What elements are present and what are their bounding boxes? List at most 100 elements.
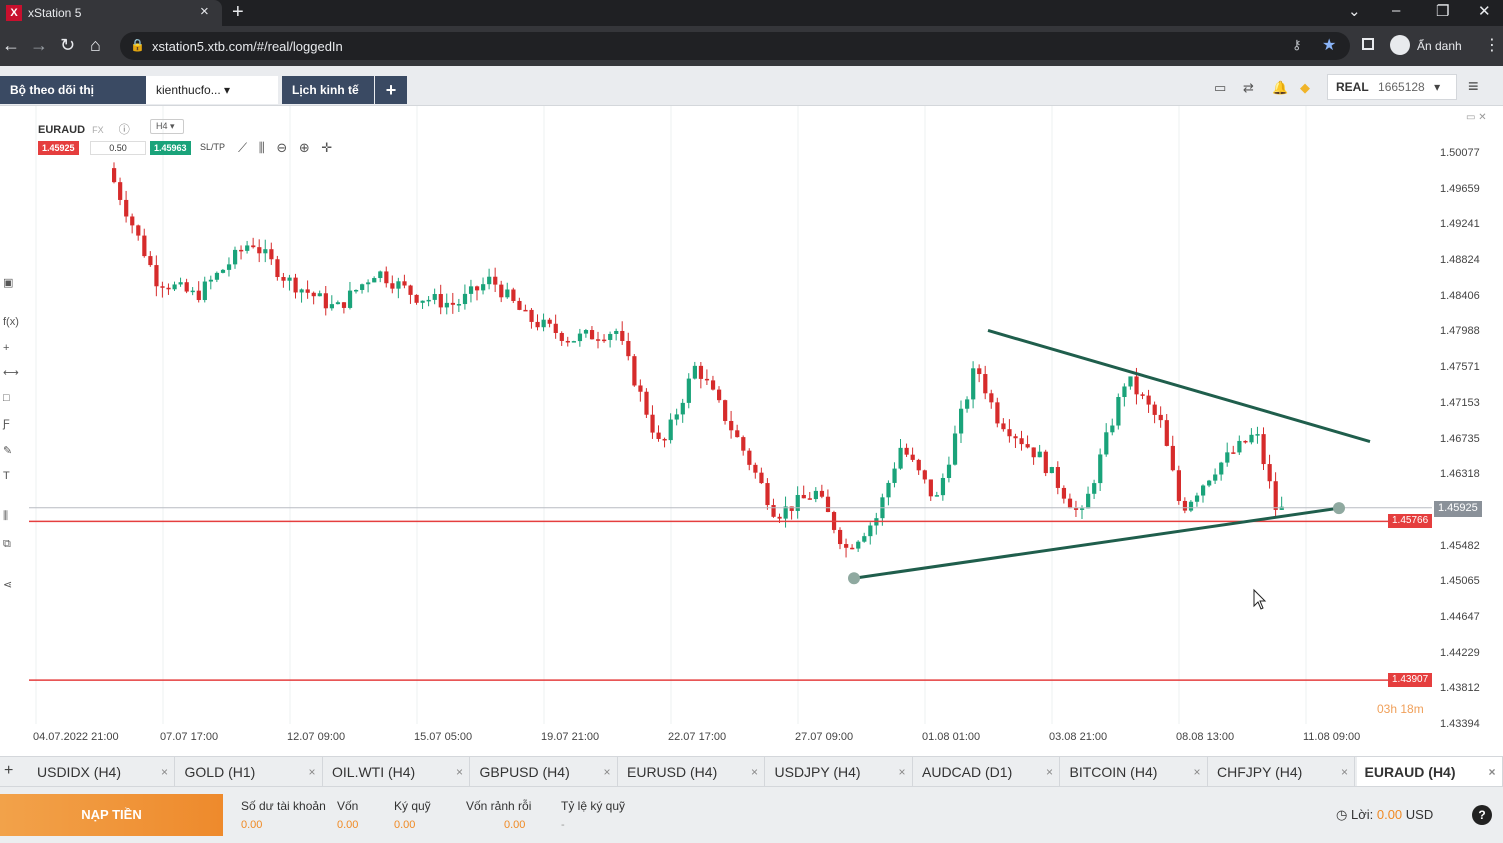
premium-icon[interactable]: ◆ bbox=[1300, 80, 1310, 95]
candle-tool-icon[interactable]: ⫼ bbox=[3, 510, 9, 522]
candle-body bbox=[541, 319, 546, 328]
minimize-icon[interactable]: – bbox=[1392, 2, 1401, 19]
instrument-tab[interactable]: BITCOIN (H4) × bbox=[1062, 757, 1208, 787]
cursor-tool-icon[interactable]: ▣ bbox=[3, 277, 14, 289]
side-panel-icon[interactable] bbox=[1362, 38, 1374, 50]
instrument-tab[interactable]: GBPUSD (H4) × bbox=[472, 757, 618, 787]
password-key-icon[interactable]: ⚷ bbox=[1292, 37, 1302, 52]
tab-chart-workspace[interactable]: kienthucfo... ▾ ⧉× bbox=[146, 76, 278, 125]
close-icon[interactable]: × bbox=[308, 765, 316, 779]
lot-size-input[interactable]: 0.50 bbox=[90, 141, 146, 155]
close-icon[interactable]: × bbox=[1340, 765, 1348, 779]
candle-body bbox=[136, 225, 141, 236]
instrument-tab[interactable]: OIL.WTI (H4) × bbox=[324, 757, 470, 787]
candle-body bbox=[1013, 436, 1018, 439]
candle-body bbox=[511, 289, 516, 301]
candle-body bbox=[178, 282, 183, 285]
bookmark-star-icon[interactable]: ★ bbox=[1322, 37, 1337, 54]
close-icon[interactable]: × bbox=[455, 765, 463, 779]
candle-body bbox=[656, 432, 661, 439]
level-price-tag: 1.43907 bbox=[1388, 673, 1433, 688]
share-tool-icon[interactable]: ⋖ bbox=[3, 579, 13, 591]
instrument-tab[interactable]: CHFJPY (H4) × bbox=[1209, 757, 1355, 787]
y-tick-label: 1.46735 bbox=[1440, 432, 1480, 445]
close-icon[interactable]: × bbox=[160, 765, 168, 779]
add-instrument-button[interactable]: + bbox=[4, 762, 14, 779]
candle-body bbox=[523, 309, 528, 312]
instrument-tab[interactable]: GOLD (H1) × bbox=[177, 757, 323, 787]
crosshair-tool-icon[interactable]: + bbox=[3, 342, 10, 354]
close-icon[interactable]: × bbox=[898, 765, 906, 779]
chart-panel[interactable]: EURAUD FX ⓘ H4 ▾ 1.45925 0.50 1.45963 SL… bbox=[0, 106, 1503, 756]
trendline-lower bbox=[853, 506, 1340, 580]
candle-body bbox=[1134, 376, 1139, 395]
rectangle-tool-icon[interactable]: □ bbox=[3, 392, 10, 404]
fibonacci-tool-icon[interactable]: Ƒ bbox=[3, 418, 10, 430]
zoom-out-icon[interactable]: ⊖ bbox=[276, 140, 288, 155]
instrument-tab[interactable]: EURUSD (H4) × bbox=[619, 757, 765, 787]
sell-button[interactable]: 1.45925 bbox=[38, 141, 79, 155]
candle-body bbox=[765, 483, 770, 506]
incognito-icon[interactable] bbox=[1390, 35, 1410, 55]
candle-body bbox=[608, 333, 613, 340]
browser-menu-icon[interactable]: ⋮ bbox=[1484, 37, 1500, 54]
omnibox[interactable]: 🔒 xstation5.xtb.com/#/real/loggedIn ⚷ ★ bbox=[120, 32, 1350, 60]
line-tool-icon[interactable]: ⟷ bbox=[3, 367, 19, 379]
hamburger-menu-icon[interactable]: ≡ bbox=[1468, 76, 1479, 96]
crosshair-icon[interactable]: ✛ bbox=[321, 140, 333, 155]
new-tab-button[interactable]: + bbox=[232, 1, 244, 23]
candle-body bbox=[1213, 474, 1218, 481]
chart-toolbar: ⟋ ⫼ ⊖ ⊕ ✛ bbox=[238, 140, 340, 156]
candle-body bbox=[614, 330, 619, 334]
symbol-tag: FX bbox=[92, 125, 104, 135]
buy-button[interactable]: 1.45963 bbox=[150, 141, 191, 155]
instrument-tab[interactable]: AUDCAD (D1) × bbox=[914, 757, 1060, 787]
tab-economic-calendar[interactable]: Lịch kinh tế bbox=[282, 76, 374, 104]
bell-icon[interactable]: 🔔 bbox=[1272, 80, 1289, 95]
back-icon[interactable]: ← bbox=[2, 35, 20, 55]
home-icon[interactable]: ⌂ bbox=[90, 35, 101, 55]
reload-icon[interactable]: ↻ bbox=[60, 35, 76, 55]
forward-icon[interactable]: → bbox=[30, 35, 48, 55]
close-window-icon[interactable]: ✕ bbox=[1478, 3, 1491, 20]
help-icon[interactable]: ? bbox=[1472, 805, 1492, 825]
maximize-icon[interactable]: ❐ bbox=[1436, 3, 1450, 20]
close-icon[interactable]: × bbox=[1488, 765, 1496, 779]
account-selector[interactable]: REAL 1665128 ▾ bbox=[1327, 74, 1457, 100]
exchange-icon[interactable]: ⇄ bbox=[1243, 80, 1254, 95]
candle-body bbox=[825, 496, 831, 513]
close-icon[interactable]: × bbox=[603, 765, 611, 779]
instrument-tab[interactable]: USDJPY (H4) × bbox=[767, 757, 913, 787]
add-tab-button[interactable]: + bbox=[375, 76, 407, 104]
info-icon[interactable]: ⓘ bbox=[118, 124, 130, 136]
browser-tab-strip: X xStation 5 × + ⌄ – ❐ ✕ bbox=[0, 0, 1503, 26]
candle-body bbox=[263, 249, 268, 254]
chart-window-controls[interactable]: ▭ ✕ bbox=[1466, 112, 1487, 123]
close-icon[interactable]: × bbox=[750, 765, 758, 779]
instrument-tab[interactable]: EURAUD (H4) × bbox=[1356, 757, 1503, 787]
candle-body bbox=[118, 182, 123, 200]
sltp-button[interactable]: SL/TP bbox=[200, 142, 226, 152]
pen-tool-icon[interactable]: ✎ bbox=[3, 445, 13, 457]
instrument-tab[interactable]: USDIDX (H4) × bbox=[29, 757, 175, 787]
candle-body bbox=[245, 245, 250, 251]
indicator-tool-icon[interactable]: f(x) bbox=[3, 316, 19, 328]
tab-search-icon[interactable]: ⌄ bbox=[1348, 3, 1361, 20]
close-tab-icon[interactable]: × bbox=[200, 3, 209, 20]
timeframe-select[interactable]: H4 ▾ bbox=[150, 119, 184, 134]
line-chart-icon[interactable]: ⟋ bbox=[238, 140, 248, 155]
deposit-button[interactable]: NẠP TIỀN bbox=[0, 794, 223, 836]
close-icon[interactable]: × bbox=[1045, 765, 1053, 779]
candle-body bbox=[160, 286, 165, 288]
candlestick-chart[interactable] bbox=[0, 106, 1503, 756]
zoom-in-icon[interactable]: ⊕ bbox=[298, 140, 310, 155]
tab-market-watch[interactable]: Bộ theo dõi thị trường bbox=[0, 76, 146, 125]
candle-body bbox=[1140, 394, 1145, 396]
candles-icon[interactable]: ⫼ bbox=[258, 140, 265, 155]
layers-tool-icon[interactable]: ⧉ bbox=[3, 538, 11, 550]
layout-icon[interactable]: ▭ bbox=[1214, 80, 1227, 95]
text-tool-icon[interactable]: T bbox=[3, 470, 10, 482]
candle-body bbox=[1273, 481, 1278, 510]
browser-tab[interactable]: X xStation 5 × bbox=[0, 0, 222, 26]
close-icon[interactable]: × bbox=[1193, 765, 1201, 779]
